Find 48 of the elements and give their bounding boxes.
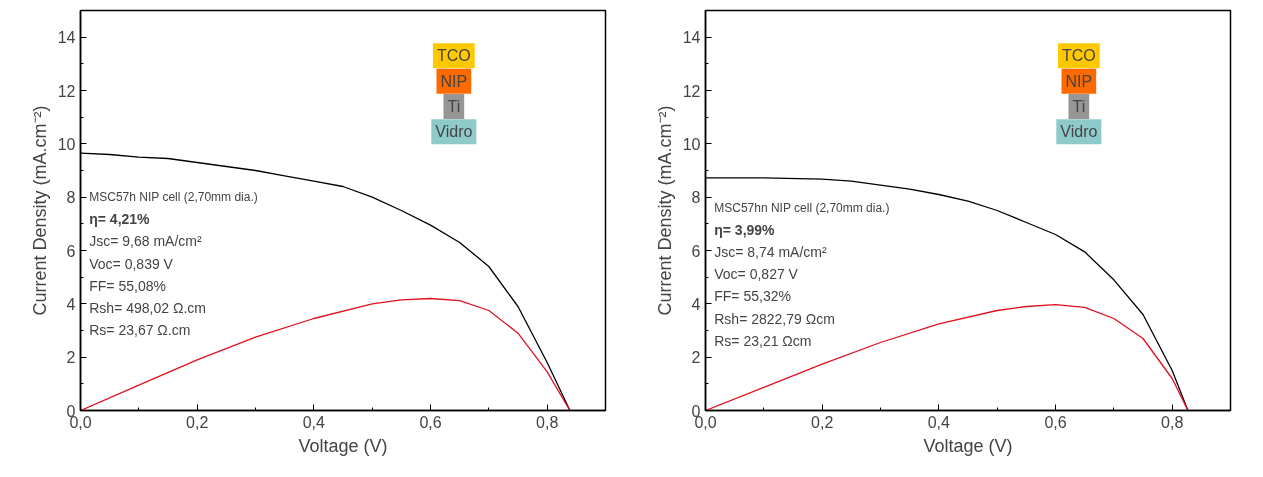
annotation: Voc= 0,827 V xyxy=(714,266,799,283)
y-tick-label: 2 xyxy=(66,349,76,367)
y-tick-label: 14 xyxy=(682,29,701,47)
x-tick-label: 0,8 xyxy=(536,413,559,431)
y-axis-title: Current Density (mA.cm⁻²) xyxy=(654,105,675,316)
y-tick-label: 12 xyxy=(57,82,76,100)
annotation: η= 3,99% xyxy=(714,221,776,238)
x-tick-label: 0,2 xyxy=(186,413,209,431)
annotation: FF= 55,32% xyxy=(714,288,791,305)
x-tick-label: 0,6 xyxy=(1044,413,1067,431)
x-tick-label: 0,2 xyxy=(811,413,834,431)
annotation: TCO xyxy=(1061,47,1096,65)
y-tick-label: 2 xyxy=(691,349,701,367)
annotation: Rs= 23,67 Ω.cm xyxy=(89,321,191,338)
y-tick-label: 14 xyxy=(57,29,76,47)
annotation: FF= 55,08% xyxy=(89,277,166,294)
x-tick-label: 0,8 xyxy=(1161,413,1184,431)
x-tick-label: 0,4 xyxy=(302,413,326,431)
annotation: NIP xyxy=(440,72,468,90)
annotation: Vidro xyxy=(1060,123,1098,141)
x-tick-label: 0,6 xyxy=(419,413,442,431)
annotation: Jsc= 8,74 mA/cm² xyxy=(714,244,827,261)
annotation: Ti xyxy=(447,98,461,115)
y-tick-label: 12 xyxy=(682,82,701,100)
x-tick-label: 0,4 xyxy=(927,413,951,431)
annotation: Jsc= 9,68 mA/cm² xyxy=(89,233,202,250)
y-tick-label: 4 xyxy=(66,295,76,313)
annotation: TCO xyxy=(436,47,471,65)
y-axis-title: Current Density (mA.cm⁻²) xyxy=(29,105,50,316)
y-tick-label: 8 xyxy=(691,189,701,207)
annotation: Voc= 0,839 V xyxy=(89,255,174,272)
annotation: NIP xyxy=(1065,72,1093,90)
x-axis-title: Voltage (V) xyxy=(298,435,388,456)
annotation: Ti xyxy=(1072,98,1086,115)
x-axis-title: Voltage (V) xyxy=(923,435,1013,456)
annotation: Rsh= 2822,79 Ωcm xyxy=(714,310,835,327)
annotation: η= 4,21% xyxy=(89,211,151,228)
annotation: Rs= 23,21 Ωcm xyxy=(714,332,812,349)
y-tick-label: 4 xyxy=(691,295,701,313)
y-tick-label: 10 xyxy=(682,135,701,153)
annotation: MSC57hn NIP cell (2,70mm dia.) xyxy=(714,200,890,215)
y-tick-label: 10 xyxy=(57,135,76,153)
y-tick-label: 8 xyxy=(66,189,76,207)
annotation: Vidro xyxy=(435,123,473,141)
y-tick-label: 6 xyxy=(691,242,701,260)
annotation: Rsh= 498,02 Ω.cm xyxy=(89,299,206,316)
annotation: MSC57h NIP cell (2,70mm dia.) xyxy=(89,190,258,205)
y-tick-label: 6 xyxy=(66,242,76,260)
